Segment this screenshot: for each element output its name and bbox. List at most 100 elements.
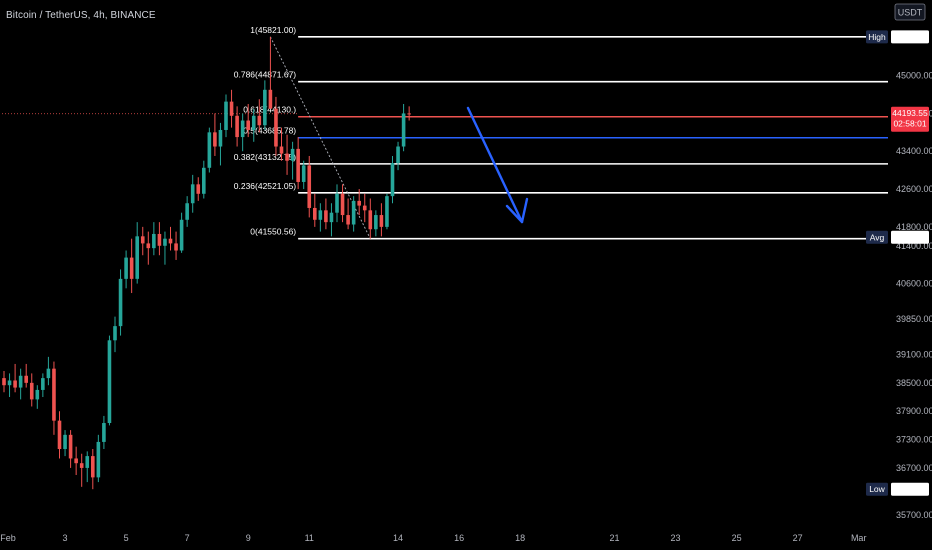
x-axis: Feb 3 5 7 9 11 14 16 18 21 23 25 27 Mar bbox=[0, 533, 866, 543]
price-tag-value: 36250.00 bbox=[892, 484, 928, 494]
fib-level-label: 0.5(43685.78) bbox=[243, 126, 296, 136]
candle-body[interactable] bbox=[46, 368, 51, 379]
candle-body[interactable] bbox=[324, 210, 328, 223]
candle-body[interactable] bbox=[102, 423, 106, 442]
fib-trend-line[interactable] bbox=[269, 36, 371, 239]
candle-body[interactable] bbox=[379, 215, 384, 227]
price-tag-value: 41580.06 bbox=[892, 232, 928, 242]
currency-badge[interactable] bbox=[894, 3, 926, 21]
candle-body[interactable] bbox=[318, 210, 323, 220]
price-tag-label: Avg bbox=[870, 232, 885, 242]
y-tick-label: 41400.00 bbox=[896, 241, 932, 251]
candle-body[interactable] bbox=[390, 163, 395, 197]
fib-level-label: 0.786(44871.67) bbox=[234, 70, 297, 80]
candle-body[interactable] bbox=[246, 120, 250, 130]
projection-arrow bbox=[466, 106, 529, 224]
candle-body[interactable] bbox=[185, 203, 189, 220]
price-tag-badge[interactable] bbox=[866, 230, 888, 244]
candle-body[interactable] bbox=[24, 375, 28, 383]
price-tag-badge[interactable] bbox=[866, 30, 888, 44]
candle-body[interactable] bbox=[329, 212, 334, 223]
candle-body[interactable] bbox=[124, 257, 128, 279]
candle-body[interactable] bbox=[290, 148, 295, 161]
candle-body[interactable] bbox=[224, 101, 228, 130]
candle-body[interactable] bbox=[407, 113, 411, 115]
candle-body[interactable] bbox=[41, 378, 45, 390]
candle-body[interactable] bbox=[68, 434, 73, 459]
candle-body[interactable] bbox=[307, 165, 312, 208]
y-tick-label: 41800.00 bbox=[896, 222, 932, 232]
y-tick-label: 39850.00 bbox=[896, 314, 932, 324]
candle-body[interactable] bbox=[152, 233, 156, 249]
candle-body[interactable] bbox=[202, 167, 206, 194]
candle-body[interactable] bbox=[396, 146, 400, 164]
candle-body[interactable] bbox=[107, 340, 112, 424]
candle-body[interactable] bbox=[263, 89, 267, 126]
candle-body[interactable] bbox=[140, 236, 145, 244]
candle-body[interactable] bbox=[213, 132, 217, 147]
candle-body[interactable] bbox=[351, 200, 356, 225]
fib-level-label: 0.618(44130.) bbox=[243, 105, 296, 115]
candle-body[interactable] bbox=[313, 207, 317, 220]
candle-body[interactable] bbox=[207, 132, 212, 168]
candle-body[interactable] bbox=[401, 113, 406, 147]
x-tick-label: Mar bbox=[851, 533, 867, 543]
candle-body[interactable] bbox=[52, 368, 56, 421]
price-tag-value-bg bbox=[891, 482, 929, 496]
last-price-tag[interactable] bbox=[891, 106, 929, 132]
candle-body[interactable] bbox=[268, 89, 273, 109]
candle-body[interactable] bbox=[301, 165, 306, 182]
candle-body[interactable] bbox=[374, 215, 378, 230]
candle-body[interactable] bbox=[91, 456, 95, 478]
candle-body[interactable] bbox=[196, 184, 201, 194]
candle-body[interactable] bbox=[35, 389, 40, 400]
candle-body[interactable] bbox=[168, 238, 173, 244]
candle-body[interactable] bbox=[235, 115, 239, 138]
candle-body[interactable] bbox=[18, 375, 23, 388]
candle-body[interactable] bbox=[179, 219, 184, 251]
candle-body[interactable] bbox=[29, 382, 34, 400]
candle-body[interactable] bbox=[96, 441, 101, 478]
candle-body[interactable] bbox=[174, 243, 178, 251]
candle-body[interactable] bbox=[118, 278, 123, 327]
candle-body[interactable] bbox=[251, 115, 256, 130]
x-tick-label: 5 bbox=[124, 533, 129, 543]
arrow-shaft[interactable] bbox=[466, 106, 524, 224]
candle-body[interactable] bbox=[57, 420, 62, 450]
candle-body[interactable] bbox=[240, 120, 245, 138]
candle-body[interactable] bbox=[157, 233, 162, 246]
candle-body[interactable] bbox=[113, 326, 117, 341]
candle-body[interactable] bbox=[274, 108, 278, 147]
candle-body[interactable] bbox=[357, 200, 361, 206]
candle-body[interactable] bbox=[163, 238, 167, 246]
candle-body[interactable] bbox=[335, 193, 339, 213]
candle-body[interactable] bbox=[2, 378, 6, 386]
candle-body[interactable] bbox=[340, 193, 345, 216]
candle-body[interactable] bbox=[296, 148, 300, 182]
candle-body[interactable] bbox=[279, 146, 284, 154]
candle-body[interactable] bbox=[85, 456, 90, 468]
candle-body[interactable] bbox=[129, 257, 134, 279]
fibonacci-levels: 1.272(47057.67)1(45821.00)0.786(44871.67… bbox=[234, 25, 888, 240]
price-tag-badge[interactable] bbox=[866, 482, 888, 496]
candle-body[interactable] bbox=[7, 380, 12, 386]
candle-body[interactable] bbox=[285, 153, 289, 161]
candle-body[interactable] bbox=[135, 236, 139, 279]
candle-body[interactable] bbox=[229, 101, 234, 116]
candle-body[interactable] bbox=[368, 210, 373, 230]
x-tick-label: 25 bbox=[732, 533, 742, 543]
candle-body[interactable] bbox=[218, 129, 223, 147]
y-tick-label: 40600.00 bbox=[896, 279, 932, 289]
candle-body[interactable] bbox=[190, 184, 195, 204]
candle-body[interactable] bbox=[63, 434, 67, 450]
candle-body[interactable] bbox=[146, 243, 151, 249]
y-tick-label: 37900.00 bbox=[896, 406, 932, 416]
candle-body[interactable] bbox=[79, 463, 84, 468]
candle-body[interactable] bbox=[346, 215, 350, 225]
candle-body[interactable] bbox=[362, 205, 367, 211]
candle-body[interactable] bbox=[13, 380, 17, 388]
candle-body[interactable] bbox=[257, 115, 262, 126]
candle-body[interactable] bbox=[74, 458, 78, 464]
candle-body[interactable] bbox=[385, 196, 389, 227]
